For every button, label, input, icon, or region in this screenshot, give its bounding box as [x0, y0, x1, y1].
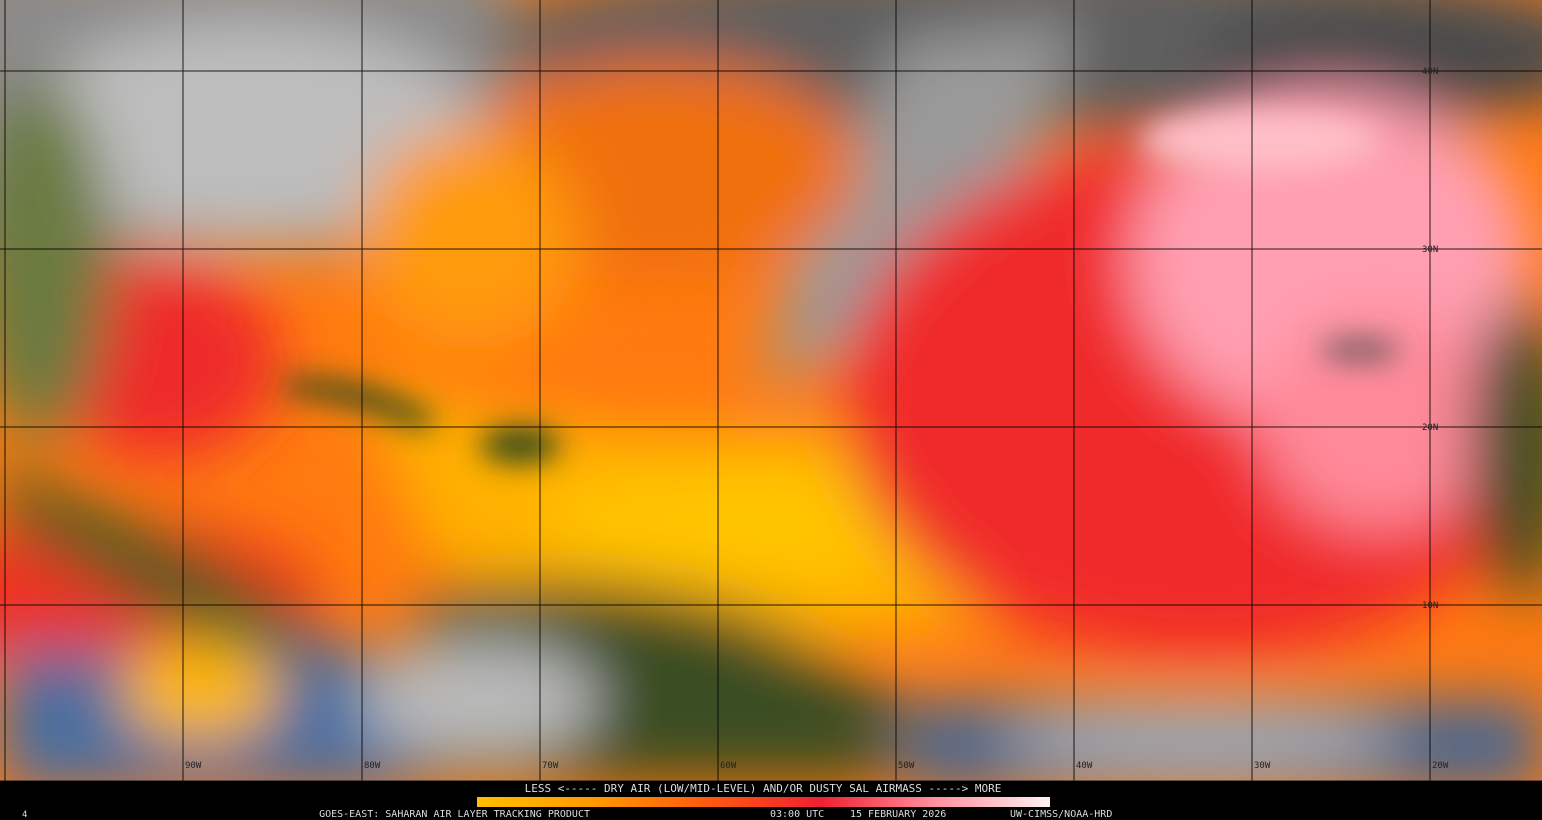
- longitude-label: 40W: [1076, 761, 1093, 771]
- imagery: [0, 0, 1542, 781]
- product-name: GOES-EAST: SAHARAN AIR LAYER TRACKING PR…: [319, 809, 590, 820]
- latitude-label: 30N: [1422, 245, 1438, 255]
- observation-date: 15 FEBRUARY 2026: [850, 809, 946, 820]
- latitude-label: 40N: [1422, 67, 1438, 77]
- graticule: [0, 0, 1542, 782]
- credit: UW-CIMSS/NOAA-HRD: [1010, 809, 1112, 820]
- legend-caption: LESS <----- DRY AIR (LOW/MID-LEVEL) AND/…: [525, 782, 1002, 795]
- longitude-label: 60W: [720, 761, 737, 771]
- latitude-label: 10N: [1422, 601, 1438, 611]
- longitude-label: 70W: [542, 761, 559, 771]
- longitude-label: 80W: [364, 761, 381, 771]
- longitude-label: 90W: [185, 761, 202, 771]
- latitude-label: 20N: [1422, 423, 1438, 433]
- graticule-labels: 90W 80W 70W 60W 50W 40W 30W 20W 40N 30N 20N 10N: [185, 67, 1449, 771]
- frame-number: 4: [22, 810, 27, 820]
- longitude-label: 30W: [1254, 761, 1271, 771]
- longitude-label: 20W: [1432, 761, 1449, 771]
- observation-time: 03:00 UTC: [770, 809, 824, 820]
- longitude-label: 50W: [898, 761, 915, 771]
- color-scale-bar: [477, 797, 1050, 807]
